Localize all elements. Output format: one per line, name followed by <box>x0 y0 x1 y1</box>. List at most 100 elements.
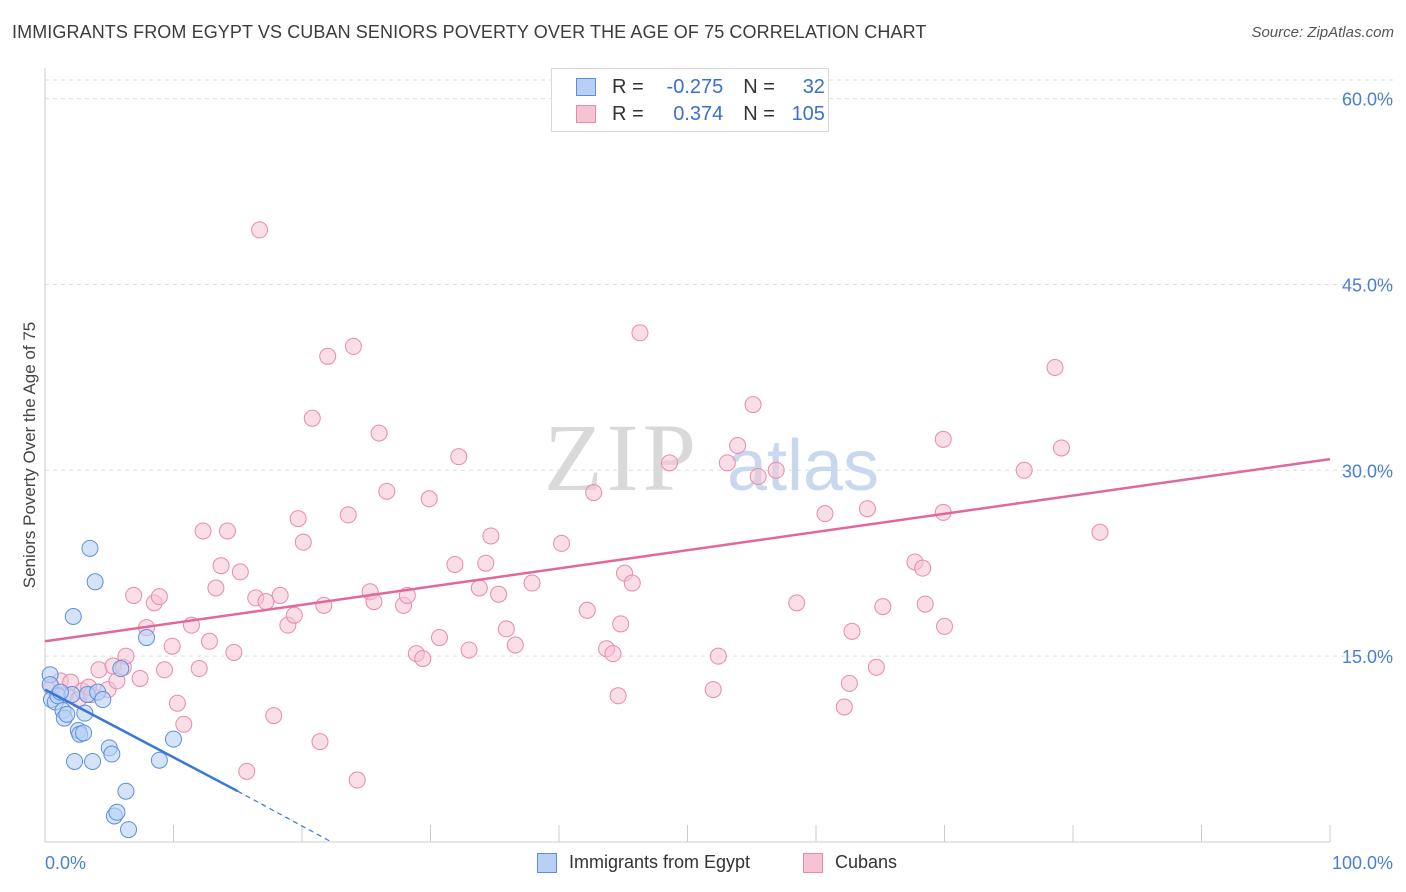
cubans-point <box>470 579 488 597</box>
y-tick-label: 15.0% <box>1342 647 1393 667</box>
cubans-point <box>1091 523 1109 541</box>
trend-lines <box>44 457 1331 843</box>
cubans-point <box>450 448 468 466</box>
legend-row-egypt: R = -0.275 N = 32 <box>576 75 825 99</box>
egypt-point <box>66 752 84 770</box>
cubans-point <box>623 574 641 592</box>
cubans-point <box>553 534 571 552</box>
cubans-point <box>482 527 500 545</box>
r-label: R = <box>612 75 644 98</box>
cubans-point <box>150 588 168 606</box>
cubans-point <box>729 437 747 455</box>
egypt-point <box>75 724 93 742</box>
cubans-point <box>936 617 953 635</box>
cubans-point <box>251 221 269 239</box>
egypt-point <box>103 745 121 763</box>
cubans-point <box>231 563 249 581</box>
egypt-point <box>117 782 135 800</box>
egypt-point <box>64 607 82 625</box>
r-value: 0.374 <box>673 102 724 125</box>
egypt-point <box>120 821 138 839</box>
cubans-point <box>90 661 108 679</box>
cubans-point <box>874 598 892 616</box>
cubans-point <box>934 430 952 448</box>
cubans-point <box>163 637 181 655</box>
egypt-point <box>94 691 112 709</box>
legend-row-cubans: R = 0.374 N = 105 <box>576 102 825 126</box>
r-label: R = <box>612 102 644 125</box>
axes <box>44 68 1331 843</box>
x-tick-label: 100.0% <box>1332 853 1393 873</box>
n-label: N = <box>743 102 775 125</box>
cubans-point <box>835 698 853 716</box>
cubans-point <box>303 409 321 427</box>
egypt-swatch <box>576 78 596 96</box>
y-tick-label: 30.0% <box>1342 461 1393 481</box>
legend-item-egypt: Immigrants from Egypt <box>537 852 750 873</box>
cubans-point <box>414 650 432 668</box>
cubans-point <box>460 641 478 659</box>
cubans-point <box>704 681 722 699</box>
cubans-point <box>578 601 596 619</box>
cubans-point <box>285 606 303 624</box>
cubans-point <box>194 522 212 540</box>
cubans-point <box>311 733 329 751</box>
legend-item-cubans: Cubans <box>803 852 897 873</box>
cubans-point <box>843 622 861 640</box>
cubans-point <box>585 484 603 502</box>
egypt-point <box>86 573 104 591</box>
cubans-point <box>490 585 508 603</box>
cubans-point <box>294 533 312 551</box>
watermark: ZIP atlas <box>544 404 879 511</box>
y-tick-label: 60.0% <box>1342 90 1393 110</box>
cubans-point <box>289 510 307 528</box>
r-value: -0.275 <box>666 75 724 98</box>
cubans-swatch <box>803 852 823 873</box>
cubans-point <box>604 645 622 663</box>
cubans-point <box>744 396 762 414</box>
cubans-point <box>212 557 230 575</box>
cubans-point <box>612 615 630 633</box>
cubans-point <box>718 454 736 472</box>
cubans-point <box>257 593 275 611</box>
cubans-point <box>477 554 495 572</box>
cubans-point <box>749 467 767 485</box>
cubans-point <box>867 658 885 676</box>
cubans-point <box>156 661 174 679</box>
egypt-point <box>81 539 99 557</box>
tick-labels: 15.0% 30.0% 45.0% 60.0% 0.0% 100.0% <box>45 90 1393 873</box>
cubans-point <box>767 461 785 479</box>
egypt-point <box>138 629 156 647</box>
egypt-trend-extension <box>237 790 332 843</box>
y-tick-label: 45.0% <box>1342 275 1393 295</box>
cubans-point <box>271 586 289 604</box>
cubans-point <box>348 771 366 789</box>
cubans-point <box>446 555 464 573</box>
cubans-point <box>661 454 679 472</box>
egypt-point <box>108 803 126 821</box>
cubans-point <box>523 574 541 592</box>
cubans-point <box>344 337 362 355</box>
cubans-point <box>1052 439 1070 457</box>
cubans-point <box>816 505 834 523</box>
egypt-trend-line <box>44 688 239 793</box>
cubans-point <box>420 490 438 508</box>
cubans-point <box>914 559 932 577</box>
cubans-point <box>131 669 149 687</box>
series-legend: Immigrants from Egypt Cubans <box>0 852 1406 878</box>
cubans-point <box>430 629 448 647</box>
legend-label-egypt: Immigrants from Egypt <box>569 852 751 872</box>
cubans-point <box>225 643 243 661</box>
cubans-point <box>125 586 143 604</box>
n-value: 32 <box>802 75 825 98</box>
cubans-point <box>916 595 934 613</box>
watermark-zip: ZIP <box>544 404 700 511</box>
legend-label-cubans: Cubans <box>835 852 898 872</box>
cubans-points <box>42 221 1109 789</box>
x-tick-label: 0.0% <box>45 853 86 873</box>
cubans-point <box>609 687 627 705</box>
cubans-point <box>207 579 225 597</box>
cubans-point <box>631 324 649 342</box>
cubans-point <box>506 636 524 654</box>
